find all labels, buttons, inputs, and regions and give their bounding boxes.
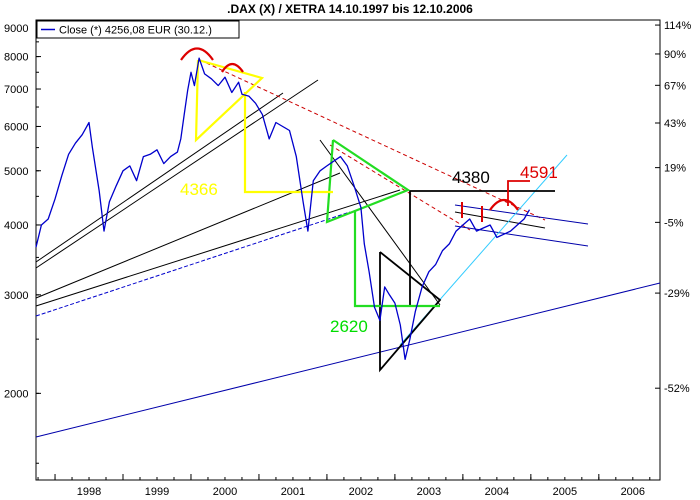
yellow-triangle xyxy=(194,58,265,143)
black-channel-line xyxy=(454,211,546,229)
y-right-tick-label: 19% xyxy=(664,163,686,175)
black-support-line-1 xyxy=(35,79,319,269)
red-dashed-resistance xyxy=(199,59,546,221)
red-dashed-resistance-2 xyxy=(329,144,471,231)
legend: Close (*) 4256,08 EUR (30.12.) xyxy=(36,20,240,39)
yellow-target-4366 xyxy=(243,92,333,194)
chart-title: .DAX (X) / XETRA 14.10.1997 bis 12.10.20… xyxy=(227,2,473,16)
x-tick-label: 2003 xyxy=(417,486,441,498)
annotation-4591: 4591 xyxy=(520,163,558,182)
y-right-tick-label: -52% xyxy=(664,383,690,395)
x-tick-label: 2005 xyxy=(553,486,577,498)
legend-box xyxy=(36,20,240,39)
y-left-tick-label: 9000 xyxy=(4,23,28,35)
y-left-tick-label: 3000 xyxy=(4,290,28,302)
black-target-4380 xyxy=(409,190,555,305)
x-tick-label: 2004 xyxy=(485,486,509,498)
y-left-tick-label: 4000 xyxy=(4,220,28,232)
black-support-line-4 xyxy=(35,189,401,307)
blue-long-support-line xyxy=(35,282,661,438)
red-top-arc-1 xyxy=(180,47,214,61)
black-support-line-2 xyxy=(35,92,284,263)
black-downtrend-line xyxy=(319,139,441,306)
blue-channel-lower xyxy=(454,225,589,247)
green-target-2620 xyxy=(353,210,440,308)
y-right-tick-label: 67% xyxy=(664,80,686,92)
plot-area xyxy=(35,19,661,481)
black-support-line-3 xyxy=(35,172,341,299)
green-triangle xyxy=(325,139,411,224)
y-axis-right: 114% 90% 67% 43% 19% -5% -29% -52% xyxy=(655,20,692,395)
y-left-tick-label: 7000 xyxy=(4,84,28,96)
x-tick-label: 2006 xyxy=(621,486,645,498)
y-axis-left: 9000 8000 7000 6000 5000 4000 3000 2000 xyxy=(4,23,41,464)
legend-label: Close (*) 4256,08 EUR (30.12.) xyxy=(59,25,212,37)
x-axis: 1998 1999 2000 2001 2002 2003 2004 2005 2006 xyxy=(37,474,651,498)
annotation-4380: 4380 xyxy=(452,168,490,187)
price-series xyxy=(35,57,531,361)
x-tick-label: 2002 xyxy=(349,486,373,498)
y-right-tick-label: -5% xyxy=(664,217,684,229)
y-right-tick-label: 43% xyxy=(664,118,686,130)
y-left-tick-label: 5000 xyxy=(4,166,28,178)
technical-overlays xyxy=(35,47,661,438)
x-tick-label: 2000 xyxy=(213,486,237,498)
y-right-tick-label: -29% xyxy=(664,288,690,300)
annotations: 4366 2620 4380 4591 xyxy=(180,163,558,336)
y-left-tick-label: 8000 xyxy=(4,52,28,64)
y-right-tick-label: 114% xyxy=(664,20,692,32)
x-tick-label: 1998 xyxy=(77,486,101,498)
y-left-tick-label: 2000 xyxy=(4,388,28,400)
y-right-tick-label: 90% xyxy=(664,49,686,61)
x-tick-label: 1999 xyxy=(145,486,169,498)
annotation-4366: 4366 xyxy=(180,180,218,199)
blue-channel-upper xyxy=(454,204,589,225)
blue-dashed-support-line xyxy=(35,211,351,317)
dax-close-line xyxy=(35,57,531,361)
red-top-arc-3 xyxy=(489,198,519,211)
y-left-tick-label: 6000 xyxy=(4,121,28,133)
red-top-arc-2 xyxy=(221,62,244,73)
x-tick-label: 2001 xyxy=(281,486,305,498)
red-target-4591 xyxy=(507,180,530,206)
annotation-2620: 2620 xyxy=(330,317,368,336)
